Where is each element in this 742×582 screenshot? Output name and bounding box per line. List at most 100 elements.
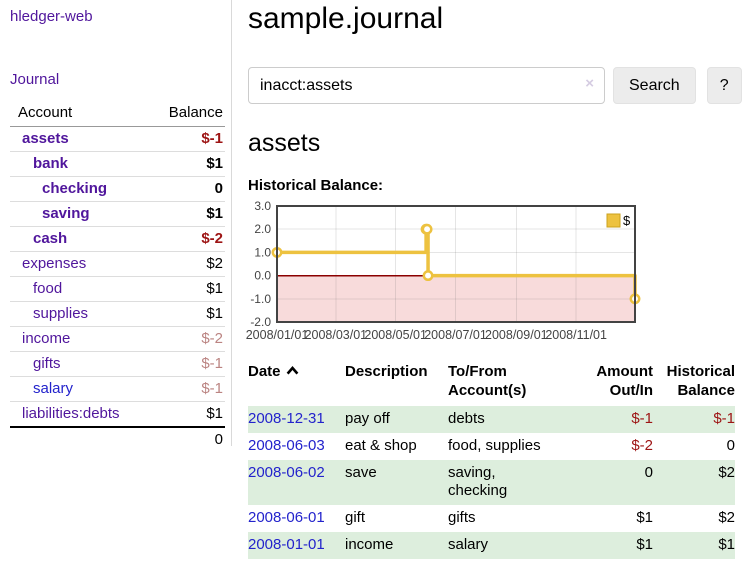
search-button[interactable]: Search [613,67,696,104]
transaction-amount: $1 [636,509,653,526]
balance-chart-svg: $3.0 2.0 1.0 0.0 -1.0 -2.02008/01/012008/03/0… [246,199,641,342]
x-tick-label: 2008/05/01 [364,328,427,342]
account-link-supplies[interactable]: supplies [33,305,89,322]
sidebar-item-journal[interactable]: Journal [10,71,60,88]
register-header-amount: Amount Out/In [596,363,653,399]
account-balance: $1 [152,301,225,327]
account-row-saving: saving $1 [10,201,225,227]
account-row-liabilities-debts: liabilities:debts $1 [10,401,225,428]
account-link-food[interactable]: food [33,280,63,297]
transaction-amount: 0 [644,464,653,481]
account-row-gifts: gifts $-1 [10,351,225,377]
register-header-row: Date Description To/From Account(s) Amou… [248,360,735,406]
account-row-income: income $-2 [10,326,225,352]
transaction-balance: $2 [718,464,735,481]
register-row: 2008-06-01 gift gifts $1 $2 [248,505,735,532]
transaction-balance: $-1 [713,410,735,427]
account-link-saving[interactable]: saving [42,205,90,222]
transaction-accounts: saving, checking [448,464,508,499]
accounts-header-account: Account [10,102,153,127]
y-tick-label: 2.0 [254,222,271,236]
account-balance: $1 [152,401,225,428]
y-tick-label: 0.0 [254,269,271,283]
register-row: 2008-06-03 eat & shop food, supplies $-2… [248,433,735,460]
account-balance: $-1 [152,351,225,377]
help-button[interactable]: ? [706,67,742,104]
sidebar: hledger-web Journal Account Balance asse… [0,0,232,452]
register-header-balance: Historical Balance [666,363,735,399]
data-point-marker [421,223,433,235]
account-link-salary[interactable]: salary [33,380,74,397]
legend-swatch [606,213,621,228]
page-title: sample.journal [248,2,444,35]
y-tick-label: -2.0 [250,315,271,329]
transaction-date-link[interactable]: 2008-06-03 [248,437,325,454]
transaction-balance: 0 [726,437,735,454]
search-input[interactable] [248,67,605,104]
account-row-supplies: supplies $1 [10,301,225,327]
transaction-balance: $2 [718,509,735,526]
register-table: Date Description To/From Account(s) Amou… [248,360,735,559]
transaction-accounts: food, supplies [448,437,541,454]
account-row-expenses: expenses $2 [10,251,225,277]
account-link-gifts[interactable]: gifts [33,355,61,372]
account-balance: $1 [152,151,225,177]
account-row-assets: assets $-1 [10,126,225,152]
transaction-date-link[interactable]: 2008-06-02 [248,464,325,481]
account-balance: 0 [152,176,225,202]
account-row-bank: bank $1 [10,151,225,177]
transaction-accounts: debts [448,410,485,427]
account-link-assets[interactable]: assets [22,130,69,147]
accounts-header-row: Account Balance [10,102,225,127]
y-tick-label: 3.0 [254,199,271,213]
brand-link[interactable]: hledger-web [10,8,93,25]
historical-balance-chart: $3.0 2.0 1.0 0.0 -1.0 -2.0 2008/01/01 2008/03/0… [246,199,742,345]
transaction-date-link[interactable]: 2008-01-01 [248,536,325,553]
account-link-liabilities-debts[interactable]: liabilities:debts [22,405,120,422]
account-link-cash[interactable]: cash [33,230,68,247]
transaction-balance: $1 [718,536,735,553]
account-row-food: food $1 [10,276,225,302]
transaction-description: save [345,464,377,481]
chart-title: Historical Balance: [248,177,384,194]
clear-search-icon[interactable]: × [585,75,594,92]
register-row: 2008-12-31 pay off debts $-1 $-1 [248,406,735,433]
accounts-total-row: 0 [10,426,225,452]
main-content: sample.journal × Search ? assets Histori… [232,0,742,559]
account-row-checking: checking 0 [10,176,225,202]
transaction-date-link[interactable]: 2008-12-31 [248,410,325,427]
accounts-header-balance: Balance [152,102,225,127]
sort-ascending-icon [286,366,298,375]
transaction-description: pay off [345,410,390,427]
account-balance: $-1 [152,126,225,152]
page-layout: hledger-web Journal Account Balance asse… [0,0,742,559]
account-balance: $1 [152,201,225,227]
account-link-expenses[interactable]: expenses [22,255,87,272]
register-row: 2008-06-02 save saving, checking 0 $2 [248,460,735,505]
account-link-checking[interactable]: checking [42,180,108,197]
account-link-income[interactable]: income [22,330,71,347]
transaction-description: gift [345,509,366,526]
account-balance: $-2 [152,326,225,352]
account-balance: $-1 [152,376,225,402]
account-link-bank[interactable]: bank [33,155,69,172]
register-row: 2008-01-01 income salary $1 $1 [248,532,735,559]
negative-region [277,275,635,322]
plot-border [276,205,636,323]
transaction-accounts: gifts [448,509,476,526]
y-tick-label: -1.0 [250,292,271,306]
transaction-description: eat & shop [345,437,417,454]
register-header-date[interactable]: Date [248,360,345,406]
account-balance: $-2 [152,226,225,252]
x-tick-label: 2008/07/01 [424,328,487,342]
account-row-salary: salary $-1 [10,376,225,402]
transaction-amount: $1 [636,536,653,553]
x-tick-label: 2008/01/01 [246,328,309,342]
x-tick-label: 2008/09/01 [485,328,548,342]
transaction-date-link[interactable]: 2008-06-01 [248,509,325,526]
legend-label: $ [623,213,631,228]
register-header-accounts: To/From Account(s) [448,363,527,399]
account-balance: $2 [152,251,225,277]
data-point-marker [422,270,434,282]
